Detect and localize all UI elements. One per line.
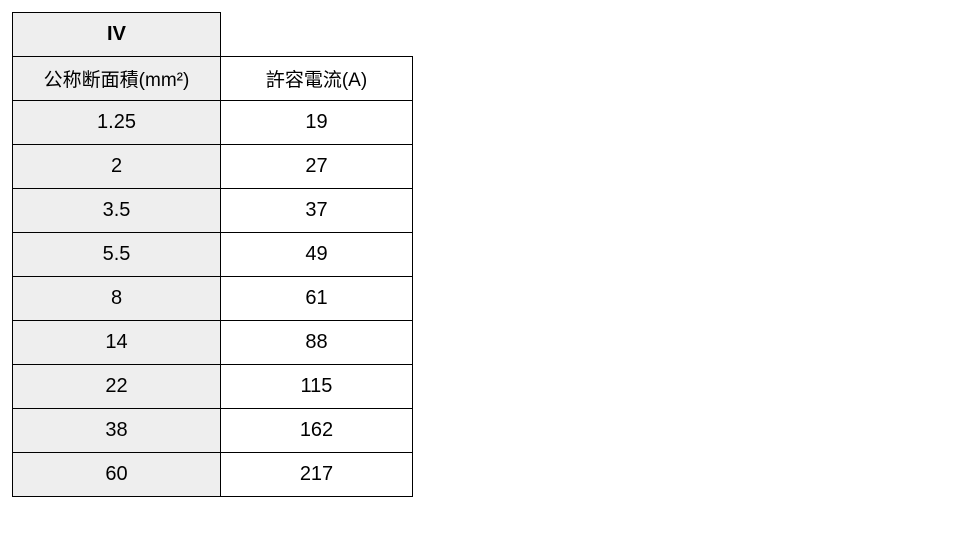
wire-capacity-table-container: IV 公称断面積(mm²) 許容電流(A) 1.25 19 2 27 3.5 3… (12, 12, 948, 497)
current-cell: 49 (221, 233, 413, 277)
cross-section-cell: 5.5 (13, 233, 221, 277)
cross-section-cell: 22 (13, 365, 221, 409)
current-cell: 19 (221, 101, 413, 145)
table-row: 60 217 (13, 453, 413, 497)
wire-capacity-table: IV 公称断面積(mm²) 許容電流(A) 1.25 19 2 27 3.5 3… (12, 12, 413, 497)
cross-section-cell: 14 (13, 321, 221, 365)
table-row: 14 88 (13, 321, 413, 365)
table-row: 38 162 (13, 409, 413, 453)
cross-section-cell: 60 (13, 453, 221, 497)
cross-section-cell: 38 (13, 409, 221, 453)
cross-section-cell: 2 (13, 145, 221, 189)
current-cell: 88 (221, 321, 413, 365)
cross-section-cell: 1.25 (13, 101, 221, 145)
table-row: 3.5 37 (13, 189, 413, 233)
title-row: IV (13, 13, 413, 57)
current-cell: 37 (221, 189, 413, 233)
column-header-cross-section: 公称断面積(mm²) (13, 57, 221, 101)
table-row: 1.25 19 (13, 101, 413, 145)
table-row: 22 115 (13, 365, 413, 409)
current-cell: 162 (221, 409, 413, 453)
header-row: 公称断面積(mm²) 許容電流(A) (13, 57, 413, 101)
column-header-current: 許容電流(A) (221, 57, 413, 101)
table-row: 8 61 (13, 277, 413, 321)
table-title: IV (13, 13, 221, 57)
table-row: 5.5 49 (13, 233, 413, 277)
current-cell: 115 (221, 365, 413, 409)
current-cell: 217 (221, 453, 413, 497)
cross-section-cell: 3.5 (13, 189, 221, 233)
current-cell: 27 (221, 145, 413, 189)
cross-section-cell: 8 (13, 277, 221, 321)
current-cell: 61 (221, 277, 413, 321)
table-row: 2 27 (13, 145, 413, 189)
